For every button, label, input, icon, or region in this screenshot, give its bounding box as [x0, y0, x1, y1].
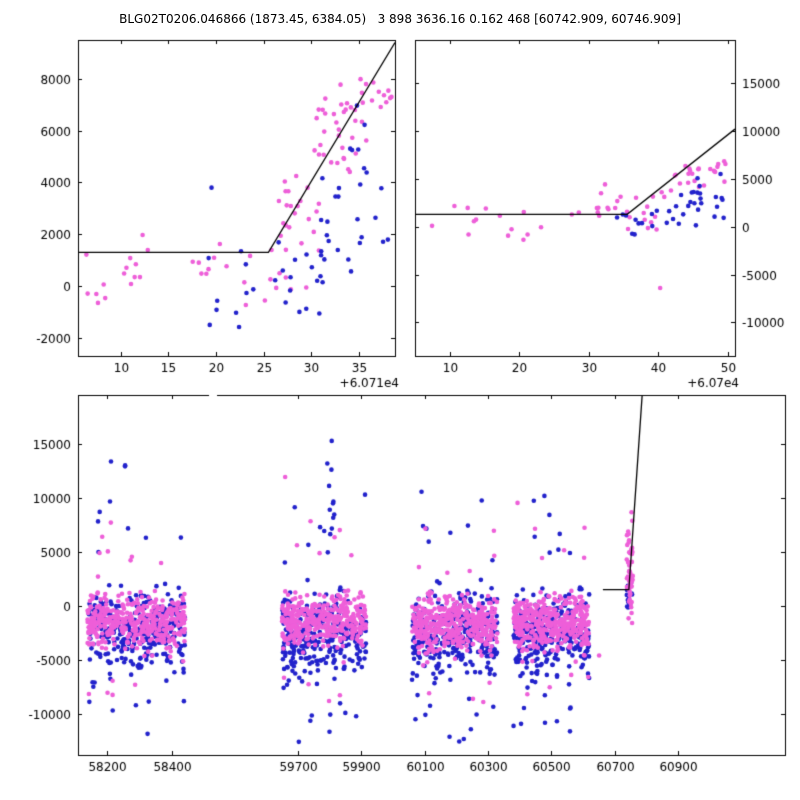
figure-title: BLG02T0206.046866 (1873.45, 6384.05) 3 8… — [119, 12, 681, 26]
